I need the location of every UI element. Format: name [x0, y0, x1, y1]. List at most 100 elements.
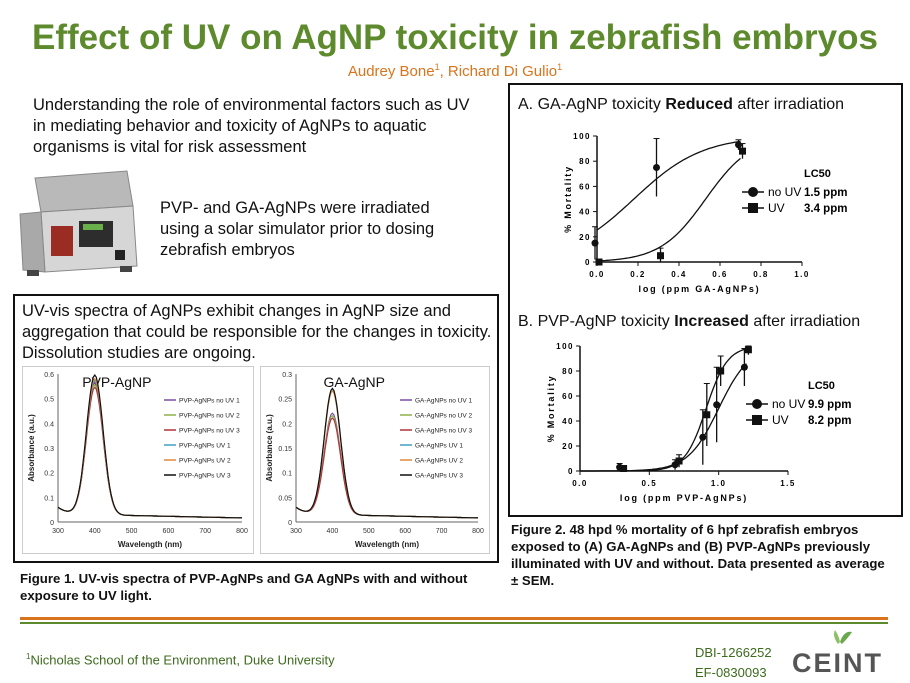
pvp-y-tick-label: 0: [50, 520, 54, 527]
ga-tox-legend-label: UV: [768, 201, 785, 215]
pvp-x-tick-label: 400: [89, 528, 101, 535]
panel-b-title-suffix: after irradiation: [748, 313, 861, 330]
ga-tox-x-tick-label: 0.0: [589, 270, 605, 279]
pvp-tox-point-square: [717, 367, 725, 375]
ga-tox-point-circle: [653, 164, 660, 171]
pvp-y-tick-label: 0.3: [44, 446, 54, 453]
ga-tox-fit-curve: [596, 157, 741, 262]
ga-legend-label: GA-AgNPs no UV 3: [415, 428, 472, 435]
ga-tox-point-circle: [735, 141, 742, 149]
ga-mortality-chart: 0.0 0.2 0.4 0.6 0.8 1.0 0 20 40 60 80 100 log (ppm G…: [563, 132, 847, 294]
ga-tox-y-axis-label: % Mortality: [563, 165, 573, 233]
panel-b-title: B. PVP-AgNP toxicity Increased after irr…: [518, 313, 860, 331]
ga-tox-y-tick-label: 0: [585, 258, 591, 267]
ga-x-axis-label: Wavelength (nm): [355, 540, 419, 549]
ga-tox-fit-curve: [596, 140, 741, 231]
solar-simulator-image: [19, 170, 138, 276]
pvp-tox-legend-circle: [752, 399, 762, 409]
pvp-series-line: [57, 373, 242, 519]
pvp-y-tick-label: 0.4: [44, 421, 54, 428]
pvp-tox-legend-label: no UV: [772, 397, 805, 411]
pvp-tox-legend-label: UV: [772, 413, 789, 427]
pvp-tox-legend-square: [752, 415, 762, 425]
pvp-tox-legend-title: LC50: [808, 380, 835, 392]
ga-x-tick-label: 700: [436, 528, 448, 535]
pvp-tox-legend-lc50: 8.2 ppm: [808, 415, 851, 427]
panel-b-title-prefix: B. PVP-AgNP toxicity: [518, 313, 675, 330]
ga-tox-y-tick-label: 100: [573, 132, 591, 141]
figure-2-caption: Figure 2. 48 hpd % mortality of 6 hpf ze…: [511, 522, 885, 588]
ga-tox-x-tick-label: 1.0: [794, 270, 810, 279]
ga-spectra-chart: 300 400 500 600 700 800 0 0.05 0.1 0.15 0.2 0.25 0.3…: [260, 366, 490, 554]
ga-tox-x-tick-label: 0.6: [712, 270, 728, 279]
pvp-tox-point-square: [703, 411, 711, 419]
ga-legend-label: GA-AgNPs UV 3: [415, 473, 463, 480]
panel-a-title-prefix: A. GA-AgNP toxicity: [518, 96, 666, 113]
affiliation-text: Nicholas School of the Environment, Duke…: [30, 652, 335, 668]
ga-tox-legend-circle: [748, 187, 758, 197]
ga-x-tick-label: 800: [472, 528, 484, 535]
divider-green: [20, 622, 888, 624]
pvp-tox-fit-curve: [580, 363, 747, 472]
pvp-tox-point-square: [744, 346, 752, 354]
pvp-tox-x-tick-label: 0.5: [642, 479, 658, 488]
leaf-icon-2: [834, 630, 840, 644]
ga-tox-y-tick-label: 80: [579, 157, 591, 166]
ga-tox-x-tick-label: 0.8: [753, 270, 769, 279]
figure-1-caption: Figure 1. UV-vis spectra of PVP-AgNPs an…: [20, 571, 468, 603]
ga-y-tick-label: 0: [288, 520, 292, 527]
panel-b-title-bold: Increased: [674, 313, 749, 330]
grant-numbers: DBI-1266252 EF-0830093: [695, 643, 772, 683]
pvp-legend-label: PVP-AgNPs no UV 3: [179, 428, 240, 435]
ga-series-line: [295, 387, 478, 519]
pvp-tox-y-tick-label: 100: [556, 342, 574, 351]
author-1-sup: 1: [434, 62, 440, 72]
ga-y-tick-label: 0.3: [282, 372, 292, 379]
pvp-tox-fit-curve: [580, 348, 747, 472]
uvvis-text: UV-vis spectra of AgNPs exhibit changes …: [22, 302, 492, 362]
ga-tox-x-axis-label: log (ppm GA-AgNPs): [639, 284, 761, 294]
pvp-x-axis-label: Wavelength (nm): [118, 540, 182, 549]
pvp-legend-label: PVP-AgNPs no UV 2: [179, 413, 240, 420]
ga-y-tick-label: 0.05: [278, 495, 292, 502]
logo-text: CEINT: [792, 648, 883, 678]
ga-tox-point-square: [657, 252, 664, 260]
pvp-legend-label: PVP-AgNPs no UV 1: [179, 398, 240, 405]
ga-tox-point-square: [739, 147, 746, 155]
pvp-tox-point-circle: [740, 363, 748, 371]
pvp-tox-y-tick-label: 0: [568, 467, 574, 476]
ga-x-tick-label: 600: [399, 528, 411, 535]
ga-y-tick-label: 0.2: [282, 421, 292, 428]
ga-y-axis-label: Absorbance (a.u.): [265, 414, 274, 482]
ga-legend-label: GA-AgNPs UV 2: [415, 458, 463, 465]
ga-tox-x-tick-label: 0.2: [630, 270, 646, 279]
poster-title: Effect of UV on AgNP toxicity in zebrafi…: [32, 18, 878, 57]
ga-legend-label: GA-AgNPs no UV 1: [415, 398, 472, 405]
ga-tox-point-circle: [591, 239, 599, 247]
ga-tox-legend-square: [748, 203, 758, 213]
pvp-tox-y-tick-label: 40: [562, 417, 574, 426]
ga-tox-legend-lc50: 3.4 ppm: [804, 203, 847, 215]
ga-tox-legend-label: no UV: [768, 185, 801, 199]
pvp-tox-y-tick-label: 20: [562, 442, 574, 451]
pvp-tox-x-axis-label: log (ppm PVP-AgNPs): [620, 493, 748, 503]
irradiation-text: PVP- and GA-AgNPs were irradiated using …: [160, 199, 435, 259]
pvp-y-tick-label: 0.2: [44, 471, 54, 478]
panel-a-title: A. GA-AgNP toxicity Reduced after irradi…: [518, 96, 844, 114]
pvp-x-tick-label: 700: [199, 528, 211, 535]
ga-x-tick-label: 300: [290, 528, 302, 535]
pvp-tox-point-circle: [699, 433, 707, 441]
pvp-tox-legend-lc50: 9.9 ppm: [808, 399, 851, 411]
author-1: Audrey Bone: [347, 63, 435, 80]
panel-a-title-bold: Reduced: [665, 96, 733, 113]
ceint-logo: CEINT: [792, 630, 883, 678]
ga-y-tick-label: 0.25: [278, 397, 292, 404]
ga-tox-legend-lc50: 1.5 ppm: [804, 187, 847, 199]
pvp-x-tick-label: 800: [236, 528, 248, 535]
ga-legend-label: GA-AgNPs no UV 2: [415, 413, 472, 420]
panel-a-title-suffix: after irradiation: [732, 96, 845, 113]
pvp-x-tick-label: 300: [52, 528, 64, 535]
ga-chart-title: GA-AgNP: [324, 374, 385, 390]
pvp-x-tick-label: 600: [163, 528, 175, 535]
pvp-tox-point-square: [620, 465, 628, 472]
